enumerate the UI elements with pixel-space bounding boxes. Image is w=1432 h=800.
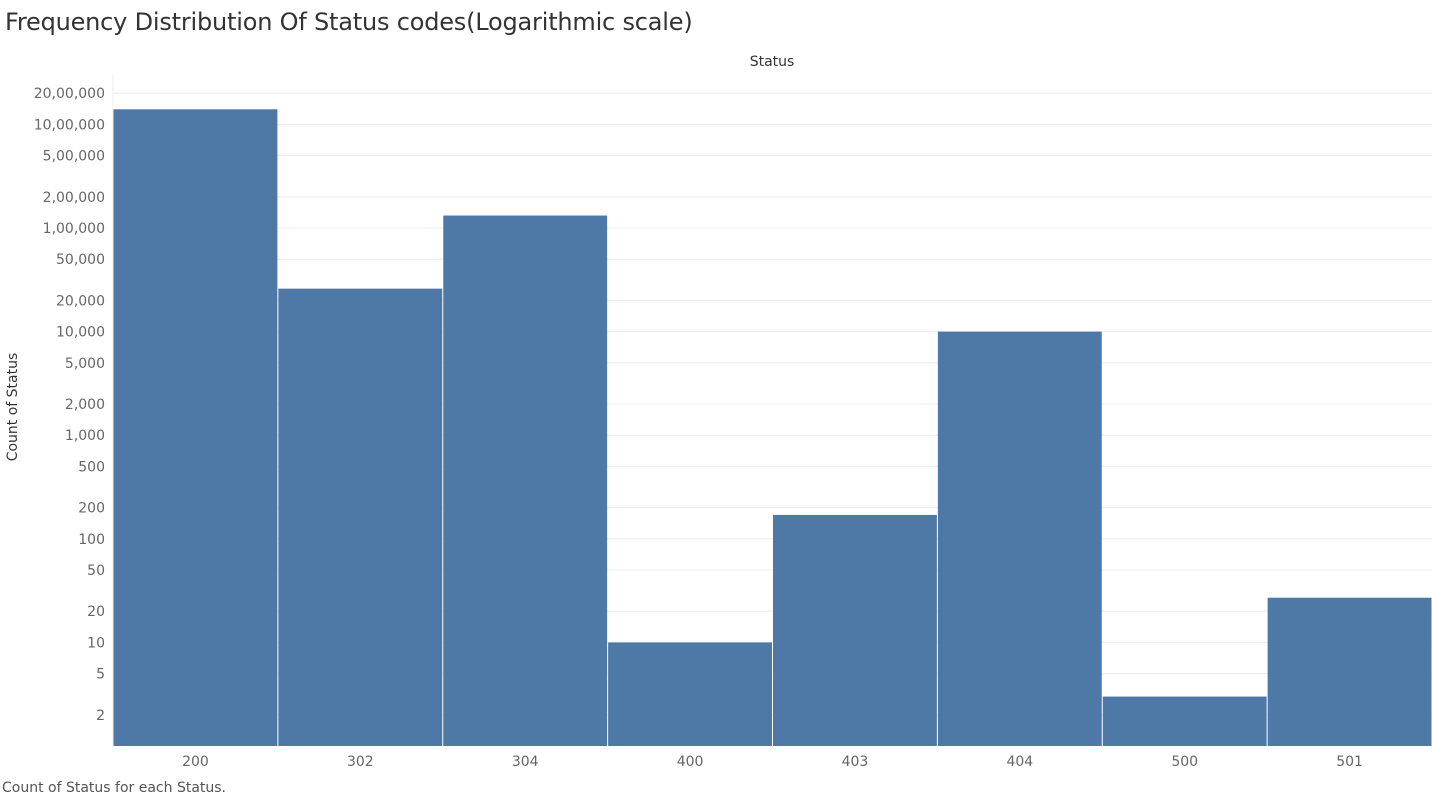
bar-500[interactable] (1102, 696, 1267, 746)
x-axis-ticks: 200 302 304 400 403 404 500 501 (182, 754, 1363, 770)
y-tick-label: 10,00,000 (34, 117, 105, 133)
y-tick-label: 20 (87, 604, 105, 620)
chart-title: Frequency Distribution Of Status codes(L… (5, 8, 693, 36)
y-tick-label: 5,000 (65, 356, 105, 372)
column-header-label: Status (750, 54, 795, 70)
y-tick-label: 100 (78, 532, 105, 548)
y-tick-label: 2,00,000 (43, 190, 105, 206)
y-tick-label: 50 (87, 563, 105, 579)
bar-304[interactable] (443, 215, 608, 746)
y-tick-label: 200 (78, 501, 105, 517)
x-tick-label: 200 (182, 754, 209, 770)
y-tick-label: 2,000 (65, 397, 105, 413)
y-tick-label: 5,00,000 (43, 149, 105, 165)
y-tick-label: 10 (87, 635, 105, 651)
bar-501[interactable] (1267, 597, 1432, 746)
y-tick-label: 1,000 (65, 428, 105, 444)
x-tick-label: 403 (842, 754, 869, 770)
y-tick-label: 500 (78, 459, 105, 475)
x-tick-label: 304 (512, 754, 539, 770)
x-tick-label: 501 (1336, 754, 1363, 770)
y-tick-label: 20,000 (56, 293, 105, 309)
y-axis-ticks: 20,00,000 10,00,000 5,00,000 2,00,000 1,00,0… (34, 86, 105, 724)
y-axis-title: Count of Status (5, 353, 21, 462)
bar-layer (113, 109, 1432, 747)
x-tick-label: 400 (677, 754, 704, 770)
y-tick-label: 20,00,000 (34, 86, 105, 102)
x-tick-label: 404 (1006, 754, 1033, 770)
y-tick-label: 10,000 (56, 325, 105, 341)
x-tick-label: 500 (1171, 754, 1198, 770)
bar-200[interactable] (113, 109, 278, 747)
bar-302[interactable] (278, 288, 443, 746)
x-tick-label: 302 (347, 754, 374, 770)
chart-caption: Count of Status for each Status. (2, 780, 227, 796)
y-tick-label: 1,00,000 (43, 221, 105, 237)
bar-403[interactable] (773, 514, 937, 746)
y-tick-label: 2 (96, 708, 105, 724)
bar-400[interactable] (608, 642, 772, 746)
y-tick-label: 50,000 (56, 252, 105, 268)
y-tick-label: 5 (96, 667, 105, 683)
bar-404[interactable] (937, 331, 1102, 746)
